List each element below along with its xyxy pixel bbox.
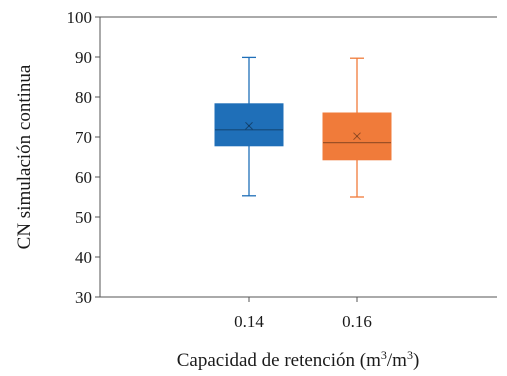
y-tick-label: 90 — [75, 48, 92, 67]
x-axis-title-main: Capacidad de retención (m — [177, 350, 381, 371]
y-tick-label: 40 — [75, 248, 92, 267]
box-0.14 — [214, 56, 284, 197]
x-axis-ticks: 0.14 0.16 — [234, 297, 372, 331]
y-tick-label: 50 — [75, 208, 92, 227]
y-tick-label: 70 — [75, 128, 92, 147]
x-axis-title: Capacidad de retención (m3/m3) — [177, 348, 420, 371]
x-tick-label: 0.14 — [234, 312, 264, 331]
y-axis-ticks: 30 40 50 60 70 80 90 100 — [67, 8, 100, 307]
y-tick-label: 80 — [75, 88, 92, 107]
y-tick-label: 30 — [75, 288, 92, 307]
x-axis-title-sup2: 3 — [407, 348, 413, 362]
mean-marker — [245, 121, 253, 130]
y-tick-label: 60 — [75, 168, 92, 187]
box-series — [214, 56, 392, 198]
y-tick-label: 100 — [67, 8, 93, 27]
plot-frame — [99, 16, 497, 298]
mean-marker — [353, 132, 361, 141]
x-axis-title-end: ) — [413, 350, 419, 371]
x-axis-title-mid: /m — [387, 350, 407, 371]
mean-marker — [353, 132, 361, 141]
iqr-box — [322, 112, 392, 161]
y-axis-title: CN simulación continua — [14, 64, 35, 249]
x-axis-title-sup1: 3 — [381, 348, 387, 362]
x-tick-label: 0.16 — [342, 312, 372, 331]
iqr-box — [214, 103, 284, 147]
box-0.16 — [322, 57, 392, 198]
mean-marker — [245, 121, 253, 130]
